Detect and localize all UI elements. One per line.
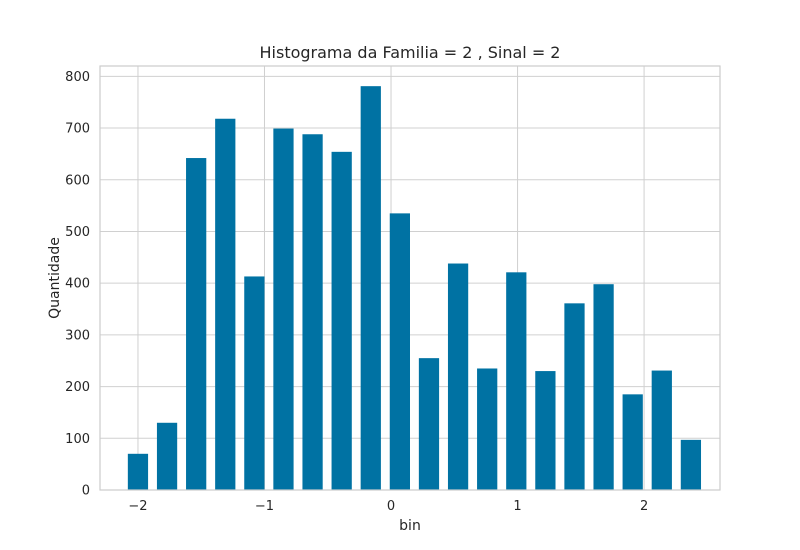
y-axis-ticks: 0 100 200 300 400 500 600 700 800: [65, 70, 90, 499]
histogram-bar: [418, 358, 440, 490]
histogram-bar: [273, 128, 294, 490]
y-axis-label: Quantidade: [47, 237, 63, 319]
histogram-bar: [477, 368, 498, 490]
x-tick-label: 1: [513, 499, 521, 514]
histogram-bar: [302, 134, 323, 490]
histogram-bar: [564, 303, 585, 490]
y-tick-label: 200: [65, 380, 90, 395]
histogram-bar: [622, 394, 643, 490]
x-tick-label: 2: [640, 499, 648, 514]
y-tick-label: 300: [65, 328, 90, 343]
histogram-bar: [535, 371, 556, 490]
histogram-bar: [244, 276, 265, 490]
plot-frame: [99, 65, 721, 491]
histogram-bar: [127, 453, 149, 490]
histogram-bar: [593, 284, 614, 490]
histogram-bar: [506, 272, 527, 490]
y-tick-label: 800: [65, 70, 90, 85]
histogram-bar: [186, 158, 207, 491]
histogram-bar: [680, 439, 702, 490]
histogram-bar: [215, 118, 236, 491]
x-axis-label: bin: [399, 518, 421, 534]
y-tick-label: 500: [65, 225, 90, 240]
histogram-bar: [360, 86, 381, 490]
histogram-bar: [651, 370, 672, 490]
bars: [127, 86, 702, 491]
histogram-bar: [447, 263, 469, 490]
x-tick-label: 0: [387, 499, 395, 514]
y-tick-label: 100: [65, 432, 90, 447]
y-tick-label: 600: [65, 173, 90, 188]
histogram-bar: [331, 151, 352, 490]
y-tick-label: 0: [82, 484, 90, 499]
histogram-bar: [389, 213, 410, 491]
y-tick-label: 400: [65, 277, 90, 292]
chart-title: Histograma da Familia = 2 , Sinal = 2: [260, 43, 561, 62]
histogram-bar: [156, 422, 178, 490]
x-tick-label: −1: [255, 499, 274, 514]
y-tick-label: 700: [65, 122, 90, 137]
x-axis-ticks: −2 −1 0 1 2: [128, 499, 648, 514]
x-tick-label: −2: [128, 499, 147, 514]
